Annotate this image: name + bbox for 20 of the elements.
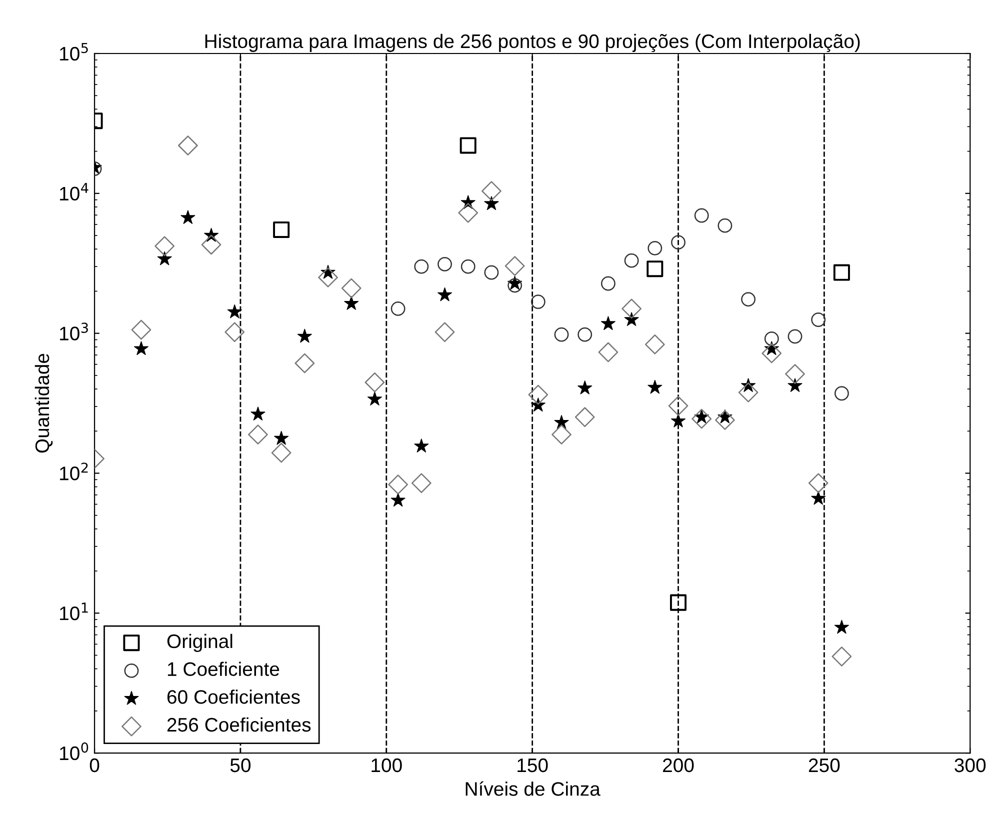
legend-label: 1 Coeficiente — [168, 662, 280, 676]
y-tick-label: 10$^{3}$ — [60, 322, 88, 340]
x-tick-label: 150 — [518, 758, 548, 772]
x-tick-label: 300 — [954, 758, 986, 772]
y-axis-title: Quantidade — [34, 354, 53, 453]
x-tick-label: 200 — [663, 758, 694, 772]
y-tick-label: 10$^{2}$ — [60, 462, 88, 480]
legend-label: 60 Coeficientes — [167, 690, 300, 704]
x-tick-label: 250 — [808, 758, 840, 772]
chart-title: Histograma para Imagens de 256 pontos e 90 projeções (Com Interpolação) — [205, 34, 860, 52]
legend-label: Original — [167, 634, 232, 652]
y-tick-label: 10$^{4}$ — [60, 182, 88, 201]
x-tick-label: 100 — [372, 758, 402, 772]
y-tick-label: 10$^{1}$ — [60, 602, 88, 620]
y-tick-label: 10$^{0}$ — [60, 742, 88, 760]
x-axis-title: Níveis de Cinza — [466, 781, 600, 796]
legend-label: 256 Coeficientes — [167, 717, 311, 732]
x-tick-label: 0 — [90, 758, 100, 772]
x-tick-label: 50 — [230, 758, 251, 772]
y-tick-label: 10$^{5}$ — [60, 43, 88, 61]
